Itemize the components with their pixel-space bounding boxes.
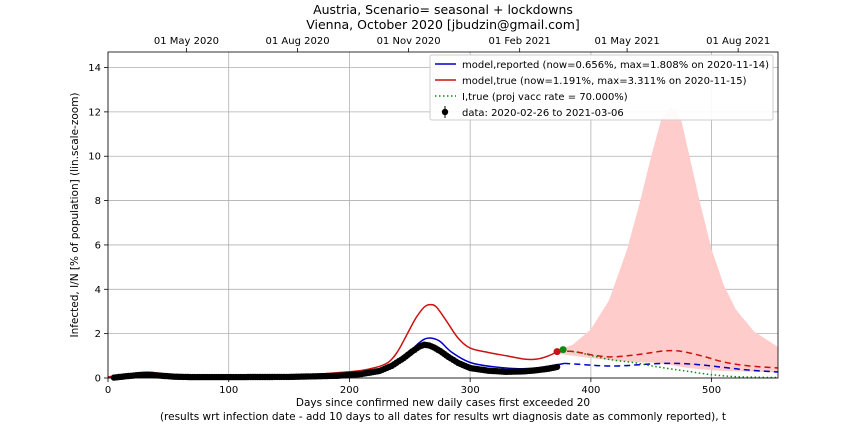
uncertainty-band (557, 107, 778, 373)
y-axis-label: Infected, I/N [% of population] (lin.sca… (69, 92, 81, 337)
legend-label-itrue: I,true (proj vacc rate = 70.000%) (462, 92, 628, 103)
legend-marker-data (441, 108, 449, 116)
y-tick-label: 0 (95, 374, 101, 385)
top-tick-label: 01 Aug 2020 (266, 36, 330, 47)
legend-label-reported: model,reported (now=0.656%, max=1.808% o… (462, 60, 769, 71)
current-value-marker (553, 348, 561, 356)
legend-label-data: data: 2020-02-26 to 2021-03-06 (462, 108, 624, 119)
y-tick-label: 4 (95, 285, 101, 296)
series-line-model-reported-projection- (564, 362, 779, 373)
x-axis-label-line2: (results wrt infection date - add 10 day… (160, 411, 726, 423)
x-tick-label: 200 (340, 385, 359, 396)
top-tick-label: 01 May 2020 (154, 36, 219, 47)
y-tick-label: 2 (95, 329, 101, 340)
series-line-i-true (560, 349, 779, 379)
top-tick-label: 01 May 2021 (594, 36, 659, 47)
y-tick-label: 6 (95, 240, 101, 251)
legend-label-true: model,true (now=1.191%, max=3.311% on 20… (462, 76, 747, 87)
y-tick-label: 10 (88, 152, 101, 163)
y-tick-label: 8 (95, 196, 101, 207)
x-axis-label-line1: Days since confirmed new daily cases fir… (296, 397, 590, 409)
series-line-model-true-projection- (557, 349, 779, 369)
y-axis: 0 2 4 6 8 10 12 14 (88, 63, 108, 385)
x-tick-label: 400 (581, 385, 600, 396)
x-axis-bottom: 0 100 200 300 400 500 (105, 378, 721, 396)
x-tick-label: 0 (105, 385, 111, 396)
x-tick-label: 300 (461, 385, 480, 396)
x-axis-top: 01 May 2020 01 Aug 2020 01 Nov 2020 01 Feb … (154, 36, 770, 52)
y-tick-label: 12 (88, 107, 101, 118)
y-tick-label: 14 (88, 63, 101, 74)
legend-box (429, 54, 774, 121)
uncertainty-band-area (557, 107, 778, 373)
x-tick-label: 100 (219, 385, 238, 396)
top-tick-label: 01 Nov 2020 (377, 36, 441, 47)
data-point (553, 363, 561, 371)
current-value-marker (559, 346, 567, 354)
legend: model,reported (now=0.656%, max=1.808% o… (429, 54, 774, 121)
x-tick-label: 500 (702, 385, 721, 396)
chart-title-line1: Austria, Scenario= seasonal + lockdowns (313, 2, 573, 17)
chart-title-line2: Vienna, October 2020 [jbudzin@gmail.com] (306, 17, 580, 32)
top-tick-label: 01 Aug 2021 (706, 36, 770, 47)
plot-frame (107, 51, 779, 379)
top-tick-label: 01 Feb 2021 (489, 36, 551, 47)
data-points (110, 341, 567, 381)
